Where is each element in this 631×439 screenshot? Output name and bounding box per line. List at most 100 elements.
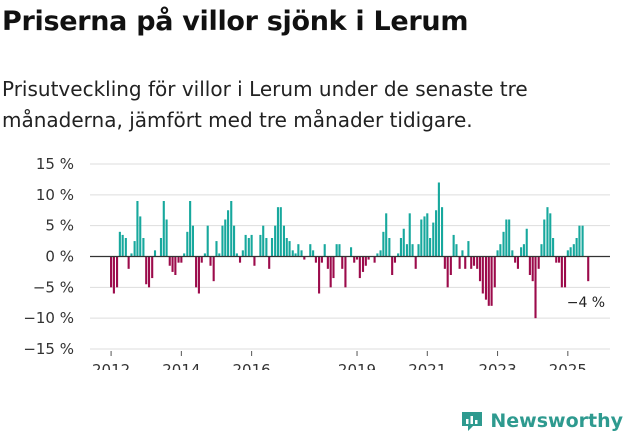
bar bbox=[481, 256, 484, 294]
bar bbox=[203, 253, 206, 257]
bar bbox=[522, 244, 525, 257]
bar bbox=[531, 256, 534, 282]
brand-name: Newsworthy bbox=[490, 410, 623, 432]
y-tick-label: 15 % bbox=[36, 155, 74, 173]
bar bbox=[587, 256, 590, 282]
bar bbox=[253, 256, 256, 266]
bar bbox=[420, 219, 423, 257]
bar bbox=[511, 250, 514, 257]
bar bbox=[549, 213, 552, 257]
bar bbox=[233, 225, 236, 257]
latest-value-annotation: −4 % bbox=[567, 295, 605, 311]
y-tick-label: −10 % bbox=[23, 309, 74, 327]
bar bbox=[341, 256, 344, 269]
bar bbox=[127, 256, 130, 269]
y-tick-label: −5 % bbox=[33, 278, 74, 296]
bar bbox=[124, 238, 127, 257]
bar bbox=[490, 256, 493, 306]
bar bbox=[197, 256, 200, 294]
y-tick-label: 5 % bbox=[45, 217, 74, 235]
x-tick-label: 2025 bbox=[549, 361, 587, 370]
bar bbox=[335, 244, 338, 257]
bar bbox=[476, 256, 479, 269]
bar bbox=[446, 256, 449, 288]
x-tick-label: 2016 bbox=[233, 361, 271, 370]
bar bbox=[189, 201, 192, 257]
bar bbox=[516, 256, 519, 269]
bar bbox=[238, 256, 242, 263]
bar bbox=[502, 231, 505, 257]
bar bbox=[458, 256, 461, 269]
bar bbox=[464, 256, 467, 269]
x-tick-label: 2023 bbox=[478, 361, 516, 370]
bar bbox=[350, 247, 353, 257]
bar bbox=[288, 241, 291, 257]
bar bbox=[575, 238, 578, 257]
bar bbox=[300, 250, 303, 257]
x-tick-label: 2021 bbox=[408, 361, 446, 370]
bar bbox=[405, 244, 408, 257]
bar bbox=[332, 256, 335, 279]
bar bbox=[224, 219, 227, 257]
bar bbox=[552, 238, 555, 257]
bar bbox=[159, 238, 163, 257]
bar bbox=[142, 238, 145, 257]
bar bbox=[294, 253, 297, 257]
bar bbox=[470, 256, 473, 269]
bar bbox=[265, 238, 268, 257]
bar bbox=[525, 228, 528, 257]
bar bbox=[449, 256, 452, 275]
bar bbox=[186, 231, 189, 257]
bar bbox=[174, 256, 177, 275]
bar bbox=[171, 256, 174, 272]
bar bbox=[121, 234, 124, 257]
bar bbox=[139, 216, 142, 257]
bar bbox=[116, 256, 119, 288]
bar bbox=[367, 256, 370, 260]
y-tick-label: 0 % bbox=[45, 248, 74, 266]
page-title: Priserna på villor sjönk i Lerum bbox=[2, 6, 469, 37]
bar bbox=[414, 256, 417, 269]
bar bbox=[262, 225, 265, 257]
bar bbox=[435, 210, 438, 257]
bar bbox=[165, 219, 168, 257]
bar bbox=[417, 244, 420, 257]
bar bbox=[247, 238, 250, 257]
bar bbox=[555, 256, 558, 263]
bar bbox=[227, 210, 230, 257]
bar bbox=[411, 244, 414, 257]
bar bbox=[423, 216, 426, 257]
bar bbox=[282, 225, 285, 257]
bar bbox=[566, 250, 569, 257]
bar bbox=[276, 207, 280, 257]
bar bbox=[426, 213, 429, 257]
y-tick-label: −15 % bbox=[23, 340, 74, 358]
bar bbox=[429, 238, 432, 257]
bar bbox=[259, 234, 262, 257]
bar bbox=[528, 256, 531, 275]
bar bbox=[285, 238, 288, 257]
bar bbox=[241, 250, 244, 257]
x-axis-ticks: 2012 2014 2016 2019 2021 2023 2025 bbox=[92, 351, 587, 370]
bar bbox=[364, 256, 367, 266]
chart-subtitle: Prisutveckling för villor i Lerum under … bbox=[2, 77, 528, 132]
x-tick-label: 2019 bbox=[338, 361, 376, 370]
bar bbox=[118, 231, 121, 257]
y-axis-ticks: 15 % 10 % 5 % 0 % −5 % −10 % −15 % bbox=[23, 155, 74, 358]
bar bbox=[318, 256, 321, 294]
bar bbox=[472, 256, 476, 266]
bar bbox=[221, 225, 224, 257]
bar bbox=[537, 256, 540, 269]
bar bbox=[385, 213, 388, 257]
bar bbox=[312, 250, 315, 257]
bar bbox=[382, 231, 385, 257]
bar bbox=[136, 201, 139, 257]
bar bbox=[177, 256, 180, 263]
newsworthy-logo-icon bbox=[462, 412, 483, 431]
bar bbox=[230, 201, 233, 257]
bar bbox=[212, 256, 215, 282]
bar bbox=[441, 207, 444, 257]
bar bbox=[338, 244, 341, 257]
bar bbox=[560, 256, 563, 288]
bar bbox=[110, 256, 113, 288]
